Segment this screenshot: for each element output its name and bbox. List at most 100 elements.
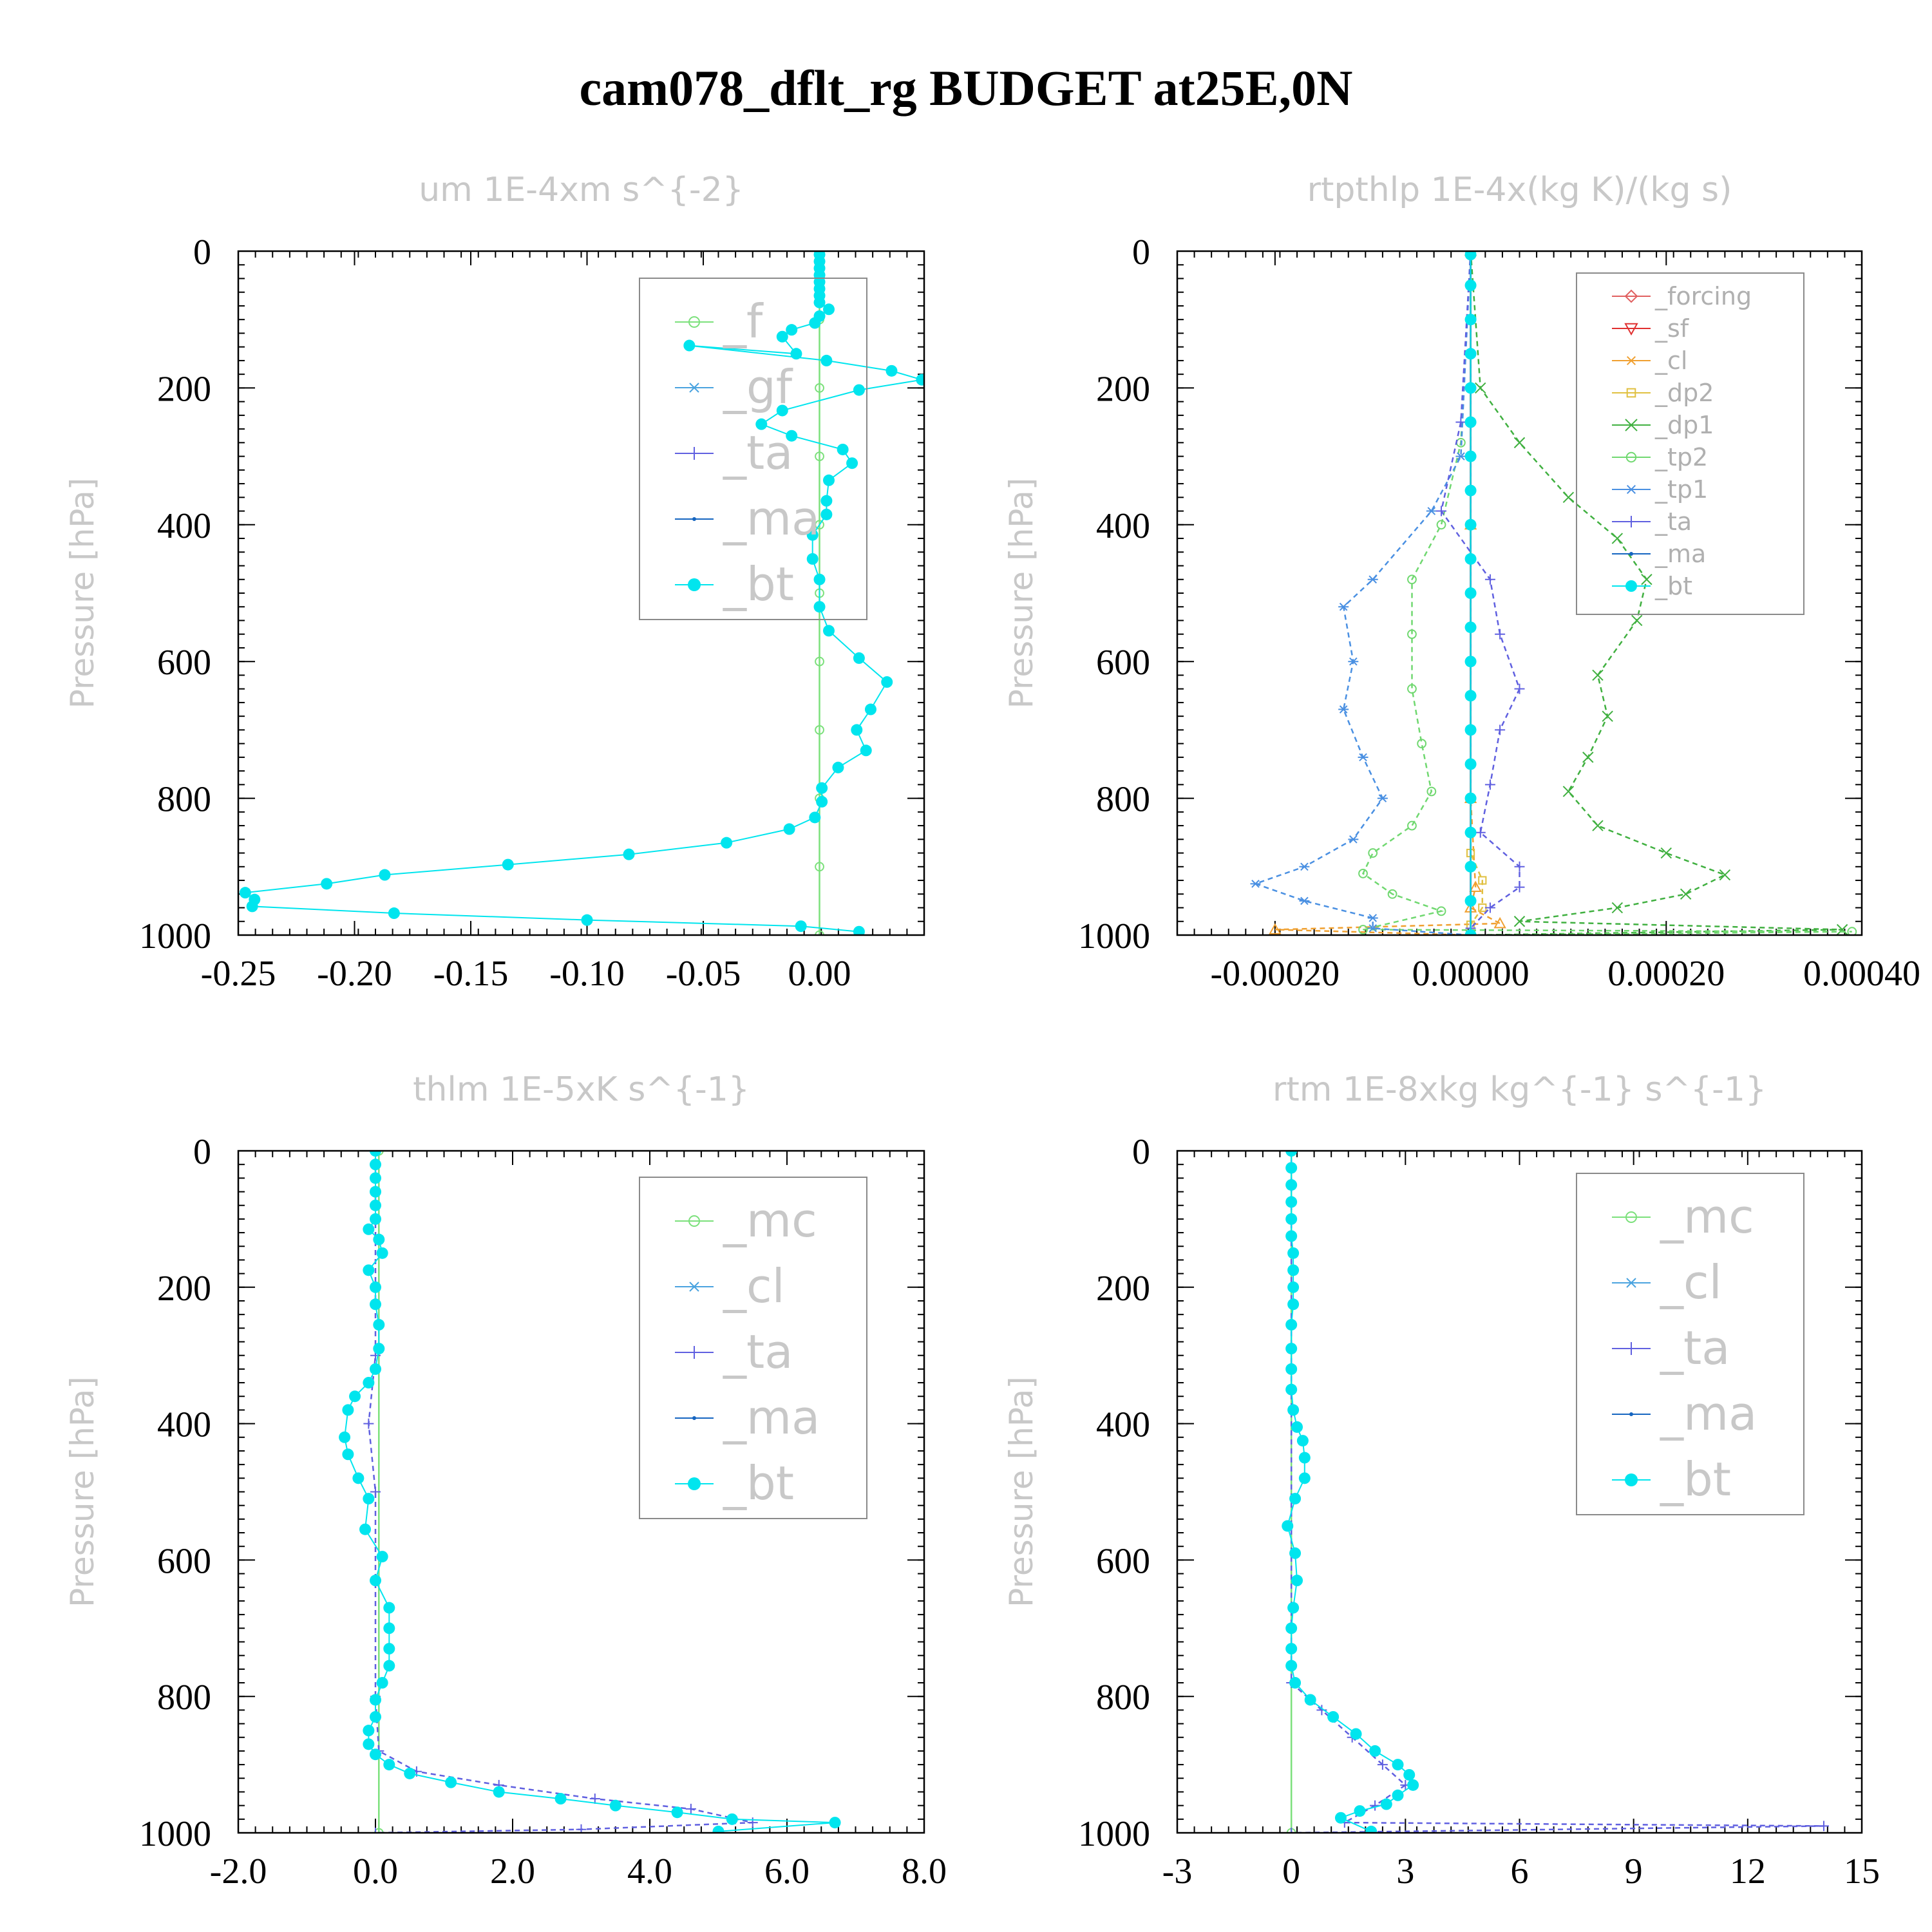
series-line <box>1253 251 1472 935</box>
bt-marker <box>383 1602 395 1614</box>
x-tick-label: 0 <box>1282 1852 1300 1891</box>
bt-marker <box>370 1151 381 1157</box>
bt-marker <box>1464 895 1477 907</box>
bt-marker <box>1287 1602 1300 1614</box>
bt-marker <box>1464 690 1477 702</box>
bt-marker <box>806 529 819 541</box>
circle-marker <box>688 1215 700 1227</box>
bt-marker <box>445 1776 457 1788</box>
legend-label: _bt <box>723 557 794 611</box>
asterisk-marker <box>688 383 701 393</box>
bt-marker <box>688 578 701 591</box>
ma-marker <box>1629 1412 1633 1416</box>
circle-marker <box>1358 925 1368 934</box>
x-tick-label: 4.0 <box>627 1852 672 1891</box>
bt-marker <box>1464 518 1477 531</box>
bt-marker <box>776 330 788 343</box>
legend-box <box>639 1177 867 1519</box>
y-axis-label: Pressure [hPa] <box>1003 478 1040 709</box>
bt-marker <box>1392 1759 1404 1771</box>
plus-marker <box>1436 506 1447 516</box>
bt-marker <box>1291 1575 1303 1587</box>
circle-marker <box>1426 786 1437 797</box>
x-marker <box>1602 710 1613 722</box>
bt-marker <box>363 1738 375 1750</box>
bt-marker <box>239 887 251 899</box>
legend-label: _ma <box>723 1390 820 1444</box>
legend-label: _forcing <box>1654 282 1752 310</box>
x-tick-label: -0.20 <box>317 954 392 994</box>
plot-frame <box>1176 250 1863 936</box>
bt-marker <box>1380 1798 1392 1810</box>
y-tick-label: 600 <box>1096 1541 1150 1581</box>
plus-marker <box>688 1346 701 1359</box>
bt-marker <box>851 724 863 736</box>
axis-ticks <box>238 251 925 936</box>
bt-marker <box>370 1298 381 1311</box>
bt-marker <box>1464 251 1477 261</box>
legend-label: _ta <box>723 1325 793 1379</box>
bt-marker <box>342 1448 354 1461</box>
bt-marker <box>1464 587 1477 599</box>
bt-marker <box>1464 484 1477 497</box>
legend-label: _ta <box>1660 1321 1730 1375</box>
bt-marker <box>376 1677 388 1689</box>
plot-area <box>239 251 924 935</box>
bt-marker <box>1464 279 1477 292</box>
series-ta <box>1286 1151 1829 1833</box>
bt-marker <box>813 296 826 308</box>
x-marker <box>1625 419 1638 431</box>
bt-marker <box>1282 1520 1294 1532</box>
y-tick-label: 400 <box>1096 506 1150 546</box>
legend-label: _ma <box>1660 1387 1757 1441</box>
bt-marker <box>581 914 593 926</box>
legend-label: _bt <box>723 1456 794 1510</box>
y-axis-label: Pressure [hPa] <box>1003 1376 1040 1607</box>
legend: _forcing _sf _cl _dp2 _dp1 _tp2 _tp1 _ta _ma _bt <box>1576 272 1804 615</box>
series-tp1 <box>1250 251 1476 935</box>
figure-title: cam078_dflt_rg BUDGET at25E,0N <box>579 60 1353 116</box>
y-tick-label: 600 <box>157 643 211 683</box>
plus-marker <box>1625 1342 1638 1355</box>
bt-marker <box>813 573 826 585</box>
bt-marker <box>790 348 802 360</box>
bt-marker <box>1334 1812 1347 1824</box>
plus-marker <box>1484 902 1495 913</box>
bt-marker <box>1289 1677 1302 1689</box>
asterisk-marker <box>1358 753 1368 762</box>
square-marker <box>1478 876 1487 885</box>
x-tick-label: -0.10 <box>549 954 625 994</box>
bt-marker <box>404 1767 416 1779</box>
x-marker <box>1592 669 1604 681</box>
bt-marker <box>809 811 821 824</box>
bt-marker <box>1464 656 1477 668</box>
bt-marker <box>1350 1728 1362 1740</box>
bt-marker <box>822 474 835 486</box>
series-bt <box>1464 251 1477 935</box>
bt-marker <box>1464 314 1477 326</box>
legend-label: _tp1 <box>1654 475 1708 504</box>
circle-marker <box>1625 451 1637 463</box>
x-marker <box>1611 533 1624 544</box>
bt-marker <box>1464 792 1477 804</box>
asterisk-marker <box>1299 862 1310 871</box>
bt-marker <box>363 1377 375 1389</box>
plot-frame <box>237 1150 925 1834</box>
asterisk-marker <box>1348 835 1359 844</box>
x-tick-label: 9 <box>1625 1852 1643 1891</box>
bt-marker <box>1365 1825 1378 1833</box>
x-tick-label: 3 <box>1396 1852 1414 1891</box>
bt-marker <box>795 920 807 933</box>
bt-marker <box>554 1793 567 1805</box>
circle-marker <box>1368 848 1378 858</box>
bt-marker <box>370 1748 381 1761</box>
legend-box <box>1576 272 1804 615</box>
bt-marker <box>1464 450 1477 462</box>
series-line <box>1470 251 1484 935</box>
series-line <box>1440 251 1520 935</box>
bt-marker <box>359 1523 372 1535</box>
bt-marker <box>370 1199 381 1211</box>
plus-marker <box>685 1803 696 1814</box>
circle-marker <box>1407 684 1417 694</box>
x-tick-label: -0.15 <box>433 954 509 994</box>
